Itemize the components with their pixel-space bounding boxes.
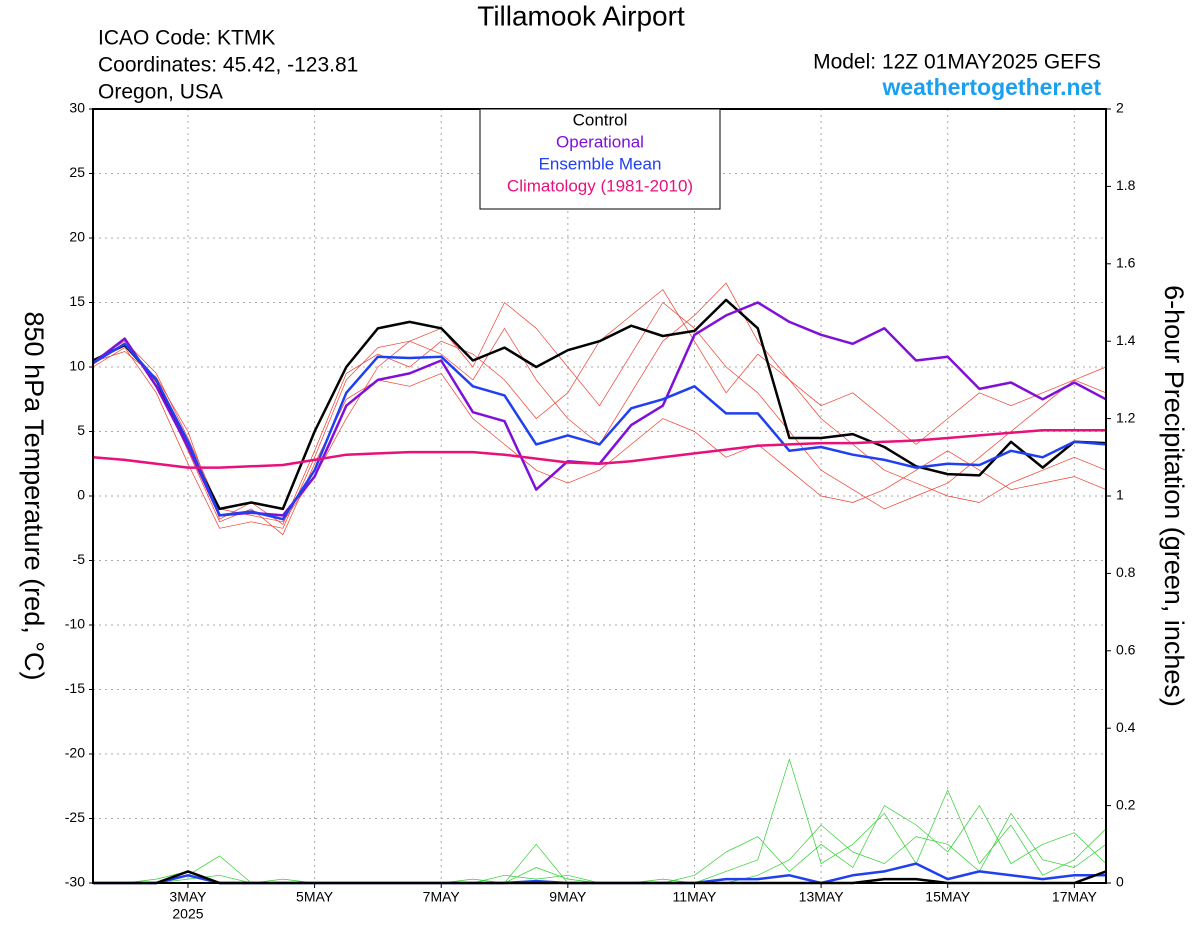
legend-entry: Control [573, 110, 628, 129]
series-line [92, 302, 1107, 523]
series-line [93, 758, 1107, 884]
y2-tick-label: 0.2 [1116, 796, 1136, 812]
series-line [92, 343, 1107, 536]
x-tick-label: 3MAY [169, 889, 207, 905]
info-line: Oregon, USA [98, 81, 223, 104]
x-tick-label: 7MAY [423, 889, 461, 905]
y-tick-label: -10 [65, 616, 85, 632]
series-line [92, 342, 1107, 521]
y2-tick-label: 2 [1116, 100, 1124, 116]
y-tick-label: -25 [65, 809, 85, 825]
y2-tick-label: 0.4 [1116, 719, 1136, 735]
y-tick-label: -15 [65, 680, 85, 696]
model-label: Model: 12Z 01MAY2025 GEFS [813, 51, 1101, 74]
y2-tick-label: 0.8 [1116, 564, 1136, 580]
series-line [93, 812, 1107, 884]
x-tick-label: 15MAY [925, 889, 971, 905]
legend-entry: Ensemble Mean [539, 154, 662, 173]
x-tick-label: 17MAY [1052, 889, 1098, 905]
y2-axis-label: 6-hour Precipitation (green, inches) [1159, 285, 1189, 707]
info-line: ICAO Code: KTMK [98, 27, 275, 50]
y2-tick-label: 1.6 [1116, 255, 1136, 271]
y-tick-label: -20 [65, 745, 85, 761]
x-tick-label: 11MAY [673, 889, 717, 905]
x-tick-label: 5MAY [296, 889, 334, 905]
series-line [93, 862, 1106, 885]
source-label: weathertogether.net [881, 74, 1101, 100]
y-tick-label: 0 [77, 487, 85, 503]
info-line: Coordinates: 45.42, -123.81 [98, 54, 358, 77]
y2-tick-label: 0 [1116, 874, 1124, 890]
y-tick-label: 30 [69, 100, 85, 116]
y-axis-label: 850 hPa Temperature (red, °C) [19, 312, 49, 681]
series-line [92, 428, 1106, 469]
y2-tick-label: 1.2 [1116, 409, 1136, 425]
series-line [93, 805, 1107, 884]
x-sublabel: 2025 [172, 906, 203, 922]
y2-tick-label: 1 [1116, 487, 1124, 503]
y-tick-label: -5 [73, 551, 86, 567]
y2-tick-label: 1.8 [1116, 177, 1136, 193]
y-tick-label: 10 [69, 358, 85, 374]
y-tick-label: 5 [77, 422, 85, 438]
series-line [92, 298, 1107, 511]
legend-entry: Climatology (1981-2010) [507, 176, 693, 195]
y-tick-label: 25 [69, 164, 85, 180]
y-tick-label: 20 [69, 229, 85, 245]
y2-tick-label: 0.6 [1116, 642, 1136, 658]
y-tick-label: -30 [65, 874, 85, 890]
legend-entry: Operational [556, 132, 644, 151]
chart-title: Tillamook Airport [477, 0, 685, 31]
series-line [92, 289, 1107, 525]
x-tick-label: 13MAY [799, 889, 845, 905]
legend-box [479, 108, 721, 210]
series-line [92, 301, 1107, 517]
y-tick-label: 15 [69, 293, 85, 309]
x-tick-label: 9MAY [549, 889, 587, 905]
y2-tick-label: 1.4 [1116, 332, 1136, 348]
